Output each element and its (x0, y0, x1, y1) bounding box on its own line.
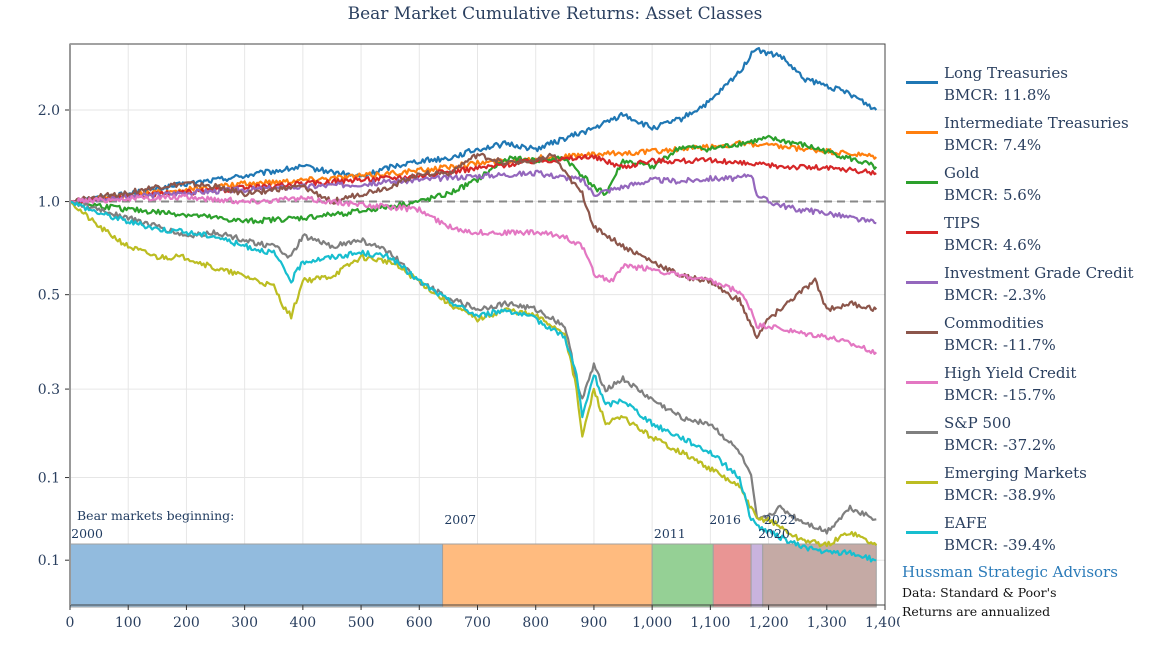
legend-bmcr-value: BMCR: 7.4% (944, 136, 1042, 154)
legend-bmcr-value: BMCR: -2.3% (944, 286, 1047, 304)
bear-market-label: 2011 (654, 526, 686, 541)
legend-item: Commodities BMCR: -11.7% (904, 314, 1159, 364)
legend-swatch (906, 231, 938, 234)
legend-series-name: EAFE (944, 514, 988, 532)
legend-series-name: TIPS (944, 214, 981, 232)
x-tick-label: 1,000 (632, 615, 672, 631)
legend-swatch (906, 281, 938, 284)
bear-market-label: 2020 (758, 526, 790, 541)
y-tick-label: 2.0 (38, 103, 60, 119)
legend-series-name: Investment Grade Credit (944, 264, 1134, 282)
legend-bmcr-value: BMCR: -39.4% (944, 536, 1056, 554)
bear-market-band (442, 543, 653, 608)
legend-bmcr-value: BMCR: -11.7% (944, 336, 1056, 354)
legend-item: S&P 500 BMCR: -37.2% (904, 414, 1159, 464)
footer: Hussman Strategic Advisors Data: Standar… (902, 563, 1118, 623)
bear-market-band (712, 543, 752, 608)
bear-market-band (69, 543, 444, 608)
legend-swatch (906, 381, 938, 384)
legend-series-name: Commodities (944, 314, 1044, 332)
series-line-emerging-markets (69, 200, 878, 548)
x-tick-label: 500 (348, 615, 375, 631)
x-tick-label: 700 (464, 615, 491, 631)
x-tick-label: 300 (231, 615, 258, 631)
y-tick-label: 0.1 (38, 553, 60, 569)
x-tick-label: 1,400 (865, 615, 900, 631)
legend-item: Gold BMCR: 5.6% (904, 164, 1159, 214)
chart-title: Bear Market Cumulative Returns: Asset Cl… (347, 4, 763, 24)
legend-swatch (906, 331, 938, 334)
axis-labels: 0 100 200 300 400 500 600 700 800 900 1,000 1,100 1,… (38, 103, 900, 631)
bear-market-band (762, 543, 877, 608)
series-line-investment-grade-credit (69, 169, 877, 225)
y-tick-label: 0.3 (38, 382, 60, 398)
legend-bmcr-value: BMCR: -38.9% (944, 486, 1056, 504)
legend-series-name: Emerging Markets (944, 464, 1087, 482)
bear-market-label: 2022 (764, 512, 796, 527)
legend-bmcr-value: BMCR: 4.6% (944, 236, 1042, 254)
x-tick-label: 100 (115, 615, 142, 631)
legend-series-name: Intermediate Treasuries (944, 114, 1129, 132)
legend-item: EAFE BMCR: -39.4% (904, 514, 1159, 564)
series-line-eafe (69, 200, 877, 563)
y-tick-label: 1.0 (38, 195, 60, 211)
legend-swatch (906, 481, 938, 484)
legend-item: Intermediate Treasuries BMCR: 7.4% (904, 114, 1159, 164)
legend-series-name: S&P 500 (944, 414, 1012, 432)
x-tick-label: 900 (581, 615, 608, 631)
legend-bmcr-value: BMCR: 5.6% (944, 186, 1042, 204)
data-source: Data: Standard & Poor's (902, 585, 1057, 600)
company-name: Hussman Strategic Advisors (902, 563, 1118, 581)
legend-item: Emerging Markets BMCR: -38.9% (904, 464, 1159, 514)
x-tick-label: 400 (289, 615, 316, 631)
legend: Long Treasuries BMCR: 11.8% Intermediate T… (904, 64, 1159, 564)
plot-area: 0 100 200 300 400 500 600 700 800 900 1,000 1,100 1,… (38, 43, 900, 631)
bear-market-label: 2000 (71, 526, 103, 541)
legend-item: TIPS BMCR: 4.6% (904, 214, 1159, 264)
y-tick-label: 0.1 (38, 471, 60, 487)
x-tick-label: 200 (173, 615, 200, 631)
legend-item: Long Treasuries BMCR: 11.8% (904, 64, 1159, 114)
legend-bmcr-value: BMCR: -15.7% (944, 386, 1056, 404)
series-line-high-yield-credit (69, 193, 878, 355)
bear-market-bands (69, 543, 877, 608)
legend-series-name: Long Treasuries (944, 64, 1068, 82)
bear-markets-heading: Bear markets beginning: (77, 508, 234, 523)
legend-swatch (906, 531, 938, 534)
bear-market-label: 2007 (444, 512, 476, 527)
axes (65, 43, 886, 610)
series-line-gold (69, 134, 878, 225)
legend-swatch (906, 181, 938, 184)
x-tick-label: 1,200 (749, 615, 789, 631)
legend-series-name: Gold (944, 164, 980, 182)
x-tick-label: 0 (66, 615, 75, 631)
series-line-long-treasuries (69, 47, 878, 204)
series-line-s-p-500 (69, 200, 877, 535)
legend-item: Investment Grade Credit BMCR: -2.3% (904, 264, 1159, 314)
bear-market-band (651, 543, 714, 608)
series-lines (69, 47, 878, 563)
legend-swatch (906, 431, 938, 434)
x-tick-label: 600 (406, 615, 433, 631)
bear-market-band (750, 543, 764, 608)
y-tick-label: 0.5 (38, 288, 60, 304)
returns-note: Returns are annualized (902, 604, 1051, 619)
bear-market-label: 2016 (709, 512, 741, 527)
x-tick-label: 1,300 (807, 615, 847, 631)
legend-bmcr-value: BMCR: -37.2% (944, 436, 1056, 454)
legend-swatch (906, 81, 938, 84)
x-tick-label: 1,100 (690, 615, 730, 631)
x-tick-label: 800 (522, 615, 549, 631)
legend-series-name: High Yield Credit (944, 364, 1077, 382)
legend-bmcr-value: BMCR: 11.8% (944, 86, 1051, 104)
legend-swatch (906, 131, 938, 134)
legend-item: High Yield Credit BMCR: -15.7% (904, 364, 1159, 414)
series-line-commodities (69, 152, 878, 339)
